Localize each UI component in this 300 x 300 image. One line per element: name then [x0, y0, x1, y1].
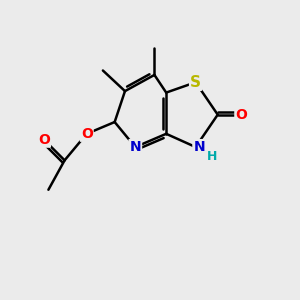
Text: O: O — [81, 127, 93, 141]
Text: N: N — [130, 140, 141, 154]
Text: N: N — [194, 140, 205, 154]
Text: O: O — [38, 133, 50, 147]
Text: H: H — [207, 150, 217, 163]
Text: S: S — [190, 75, 201, 90]
Text: O: O — [235, 108, 247, 122]
